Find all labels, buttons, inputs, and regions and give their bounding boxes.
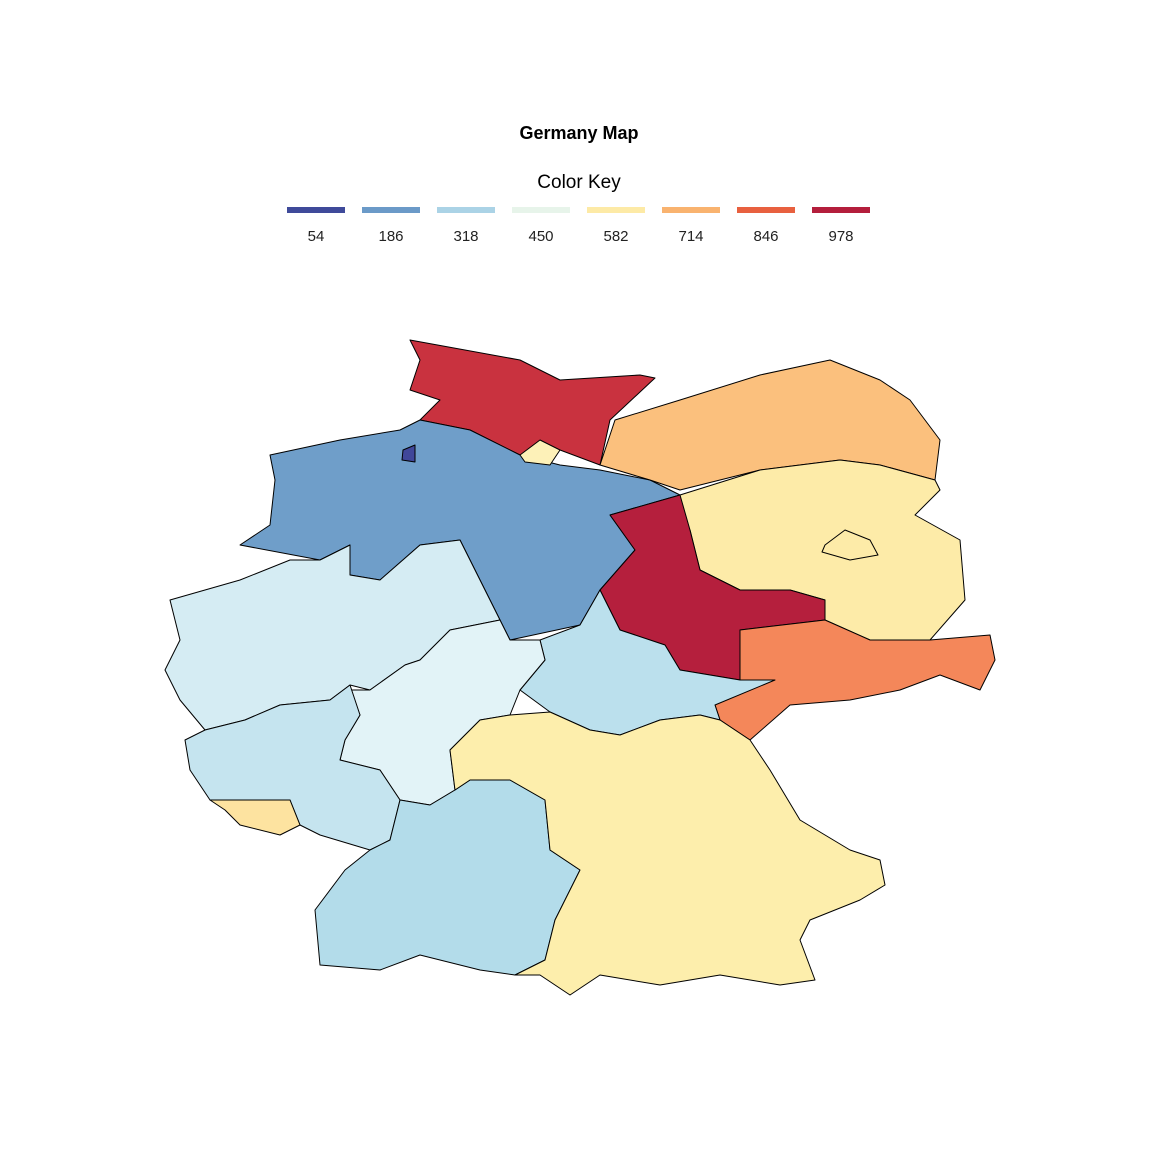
legend-label: 978 bbox=[828, 228, 853, 245]
legend-label: 186 bbox=[378, 228, 403, 245]
legend-label: 450 bbox=[528, 228, 553, 245]
legend-swatch bbox=[362, 207, 420, 213]
legend-swatch bbox=[587, 207, 645, 213]
map-title: Germany Map bbox=[519, 123, 638, 143]
legend-label: 582 bbox=[603, 228, 628, 245]
region bbox=[401, 444, 416, 463]
legend-swatch bbox=[662, 207, 720, 213]
legend-swatch bbox=[812, 207, 870, 213]
legend-label: 54 bbox=[308, 228, 325, 245]
legend-swatch bbox=[512, 207, 570, 213]
region bbox=[821, 529, 879, 561]
legend-swatch bbox=[737, 207, 795, 213]
region bbox=[209, 799, 301, 836]
legend-label: 714 bbox=[678, 228, 703, 245]
legend-label: 846 bbox=[753, 228, 778, 245]
region bbox=[449, 711, 886, 996]
legend-swatch bbox=[437, 207, 495, 213]
region bbox=[599, 359, 941, 491]
legend-label: 318 bbox=[453, 228, 478, 245]
legend-title: Color Key bbox=[537, 172, 621, 193]
legend-swatch bbox=[287, 207, 345, 213]
region bbox=[519, 439, 561, 466]
